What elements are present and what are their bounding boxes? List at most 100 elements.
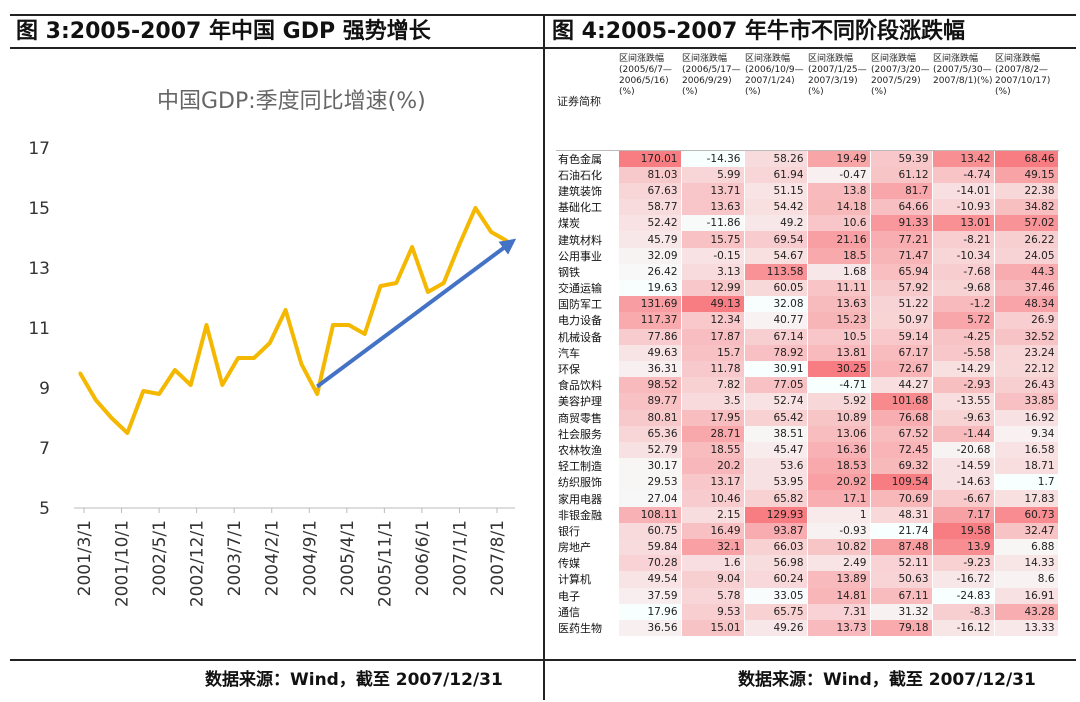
return-cell: 18.55 [681,441,745,459]
table-row: 房地产 59.84 32.1 66.03 10.82 87.48 13.9 6.88 [556,539,1059,556]
return-cell: 18.71 [994,458,1059,475]
return-cell: 49.15 [994,166,1059,183]
return-cell: 65.82 [744,490,808,507]
return-cell: 21.74 [870,522,933,539]
data-point [299,362,303,366]
return-cell: 57.92 [870,280,933,297]
return-cell: 61.12 [870,166,933,183]
return-cell: 76.68 [870,409,933,426]
industry-name-cell: 非银金融 [556,506,619,523]
return-cell: 14.33 [994,555,1059,572]
return-cell: 2.49 [807,555,871,572]
return-cell: 91.33 [870,215,933,232]
industry-name-cell: 煤炭 [556,215,619,232]
return-cell: 12.34 [681,312,745,329]
return-cell: 14.81 [807,587,871,604]
return-cell: -8.3 [932,603,995,620]
return-cell: 69.54 [744,231,808,248]
return-cell: 32.08 [744,296,808,313]
return-cell: 52.79 [618,441,682,459]
return-cell: 8.6 [994,571,1059,588]
table-row: 石油石化 81.03 5.99 61.94 -0.47 61.12 -4.74 49.15 [556,166,1059,183]
industry-name-cell: 国防军工 [556,296,619,313]
return-cell: 5.72 [932,312,995,329]
return-cell: 49.2 [744,215,808,232]
return-cell: 117.37 [618,312,682,329]
return-cell: 81.7 [870,182,933,200]
industry-name-cell: 电子 [556,587,619,604]
data-point [252,356,256,360]
return-cell: 17.1 [807,490,871,507]
return-cell: 53.6 [744,458,808,475]
return-cell: 9.04 [681,571,745,588]
return-cell: -9.23 [932,555,995,572]
return-cell: 78.92 [744,344,808,361]
industry-name-cell: 农林牧渔 [556,441,619,459]
return-cell: 44.3 [994,263,1059,280]
column-header-period-7: 区间涨跌幅(2007/8/2—2007/10/17)(%) [994,54,1058,151]
data-point [347,323,351,327]
return-cell: 49.13 [681,296,745,313]
x-tick-label: 2001/3/1 [75,520,95,596]
return-cell: -10.34 [932,247,995,264]
return-cell: 10.5 [807,328,871,345]
left-source-note: 数据来源：Wind，截至 2007/12/31 [205,670,503,690]
return-cell: 64.66 [870,199,933,216]
return-cell: 13.63 [681,199,745,216]
return-cell: 52.42 [618,215,682,232]
return-cell: 48.31 [870,506,933,523]
y-tick-label: 5 [39,499,50,519]
return-cell: 16.58 [994,441,1059,459]
return-cell: 36.56 [618,619,682,637]
left-panel-title: 图 3:2005-2007 年中国 GDP 强势增长 [16,19,431,44]
data-point [94,398,98,402]
return-cell: 22.38 [994,182,1059,200]
industry-name-cell: 建筑材料 [556,231,619,248]
return-cell: 29.53 [618,474,682,491]
return-cell: 16.91 [994,587,1059,604]
return-cell: -9.63 [932,409,995,426]
data-point [189,383,193,387]
return-cell: 3.5 [681,393,745,410]
return-cell: 37.59 [618,587,682,604]
return-cell: 27.04 [618,490,682,507]
return-cell: 17.96 [618,603,682,620]
return-cell: 68.46 [994,150,1059,167]
return-cell: 77.21 [870,231,933,248]
return-cell: -16.12 [932,619,995,637]
return-cell: 17.95 [681,409,745,426]
return-cell: 28.71 [681,425,745,442]
return-cell: 15.01 [681,619,745,637]
return-cell: -7.68 [932,263,995,280]
return-cell: 32.52 [994,328,1059,345]
data-point [458,242,462,246]
return-cell: 65.75 [744,603,808,620]
return-cell: 15.75 [681,231,745,248]
data-point [505,239,509,243]
table-row: 轻工制造 30.17 20.2 53.6 18.53 69.32 -14.59 18.71 [556,458,1059,475]
data-point [378,284,382,288]
return-cell: 30.17 [618,458,682,475]
return-cell: 72.45 [870,441,933,459]
return-cell: 87.48 [870,539,933,556]
industry-name-cell: 通信 [556,603,619,620]
return-cell: 36.31 [618,360,682,378]
data-point [315,392,319,396]
x-tick-label: 2001/10/1 [113,520,133,607]
return-cell: 13.9 [932,539,995,556]
industry-name-cell: 食品饮料 [556,377,619,394]
table-row: 煤炭 52.42 -11.86 49.2 10.6 91.33 13.01 57.02 [556,215,1059,232]
return-cell: 54.42 [744,199,808,216]
return-cell: -11.86 [681,215,745,232]
table-row: 计算机 49.54 9.04 60.24 13.89 50.63 -16.72 8.6 [556,571,1059,588]
return-cell: 58.26 [744,150,808,167]
return-cell: 13.8 [807,182,871,200]
return-cell: 3.13 [681,263,745,280]
industry-name-cell: 计算机 [556,571,619,588]
return-cell: 26.42 [618,263,682,280]
return-cell: 58.77 [618,199,682,216]
return-cell: 13.71 [681,182,745,200]
return-cell: -8.21 [932,231,995,248]
return-cell: -0.47 [807,166,871,183]
return-cell: 20.92 [807,474,871,491]
